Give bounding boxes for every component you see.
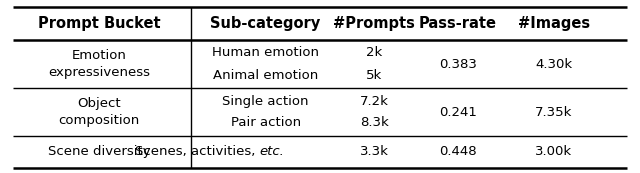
Text: 7.35k: 7.35k — [535, 106, 572, 119]
Text: Single action: Single action — [222, 95, 309, 108]
Text: 4.30k: 4.30k — [535, 57, 572, 71]
Text: Object
composition: Object composition — [59, 97, 140, 127]
Text: 0.383: 0.383 — [438, 57, 477, 71]
Text: etc.: etc. — [259, 145, 284, 158]
Text: #Prompts: #Prompts — [333, 16, 415, 31]
Text: 8.3k: 8.3k — [360, 116, 388, 129]
Text: Animal emotion: Animal emotion — [213, 69, 318, 82]
Text: Scenes, activities,: Scenes, activities, — [134, 145, 259, 158]
Text: 3.00k: 3.00k — [535, 145, 572, 158]
Text: 0.448: 0.448 — [439, 145, 476, 158]
Text: 5k: 5k — [366, 69, 383, 82]
Text: 3.3k: 3.3k — [360, 145, 389, 158]
Text: Pass-rate: Pass-rate — [419, 16, 497, 31]
Text: Pair action: Pair action — [230, 116, 301, 129]
Text: 2k: 2k — [366, 46, 383, 59]
Text: Sub-category: Sub-category — [211, 16, 321, 31]
Text: 0.241: 0.241 — [438, 106, 477, 119]
Text: 7.2k: 7.2k — [360, 95, 389, 108]
Text: Scene diversity: Scene diversity — [48, 145, 150, 158]
Text: Emotion
expressiveness: Emotion expressiveness — [48, 49, 150, 79]
Text: #Images: #Images — [518, 16, 589, 31]
Text: Human emotion: Human emotion — [212, 46, 319, 59]
Text: Prompt Bucket: Prompt Bucket — [38, 16, 161, 31]
